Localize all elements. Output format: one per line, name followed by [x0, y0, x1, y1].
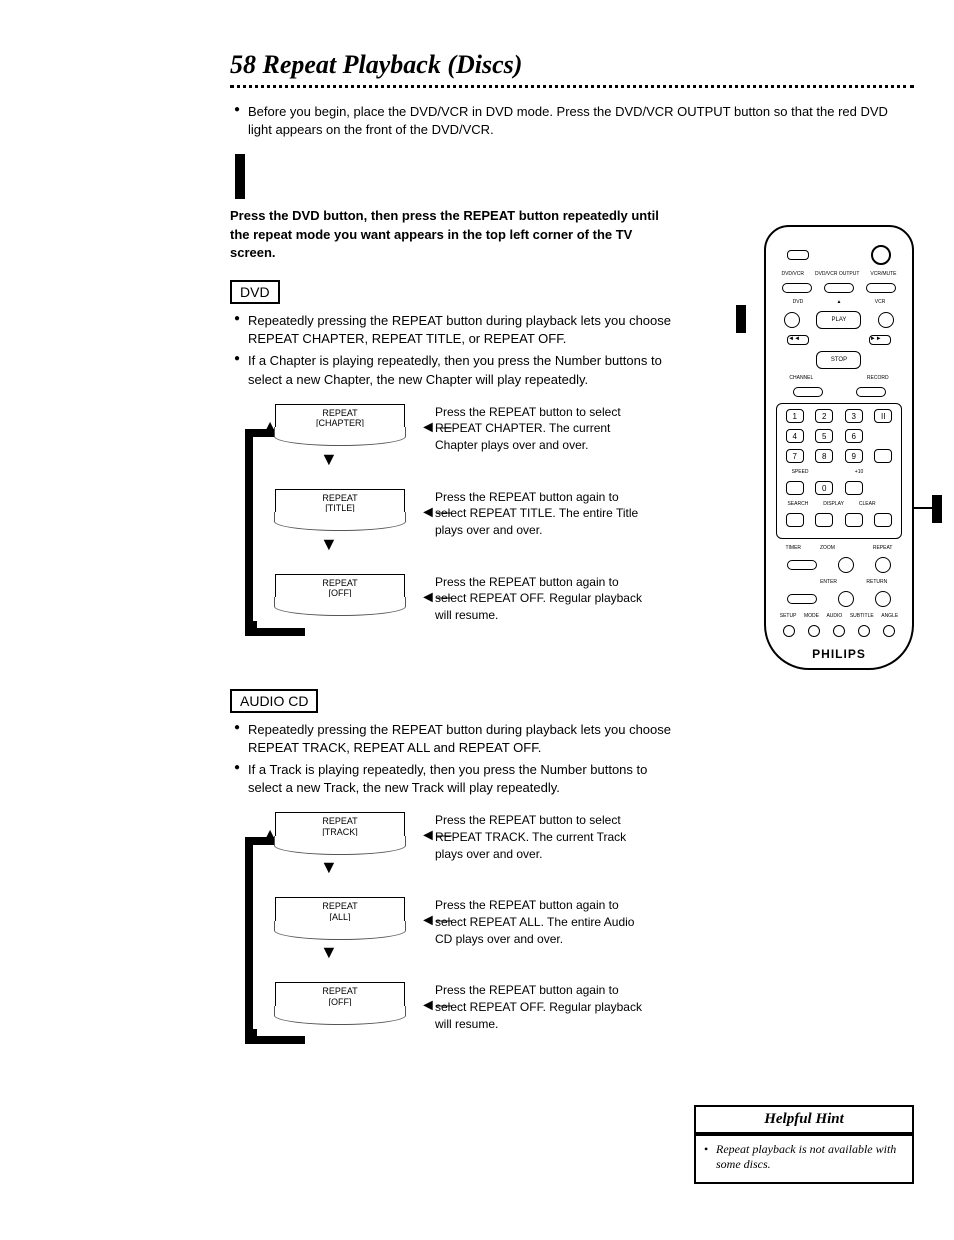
step-bar [235, 154, 245, 199]
arrow-left-icon: ◄— [420, 419, 452, 437]
list-item: Repeatedly pressing the REPEAT button du… [248, 721, 680, 757]
list-item: Repeatedly pressing the REPEAT button du… [248, 312, 680, 348]
audio-section-label: AUDIO CD [230, 689, 318, 713]
remote-control-diagram: DVD/VCRDVD/VCR OUTPUTVCR/MUTE DVD▲VCR PL… [764, 225, 914, 670]
list-item: If a Chapter is playing repeatedly, then… [248, 352, 680, 388]
main-instruction: Press the DVD button, then press the REP… [230, 207, 660, 262]
flow-text: Press the REPEAT button to select REPEAT… [435, 404, 645, 454]
flow-text: Press the REPEAT button to select REPEAT… [435, 812, 645, 862]
callout-line [912, 507, 934, 509]
arrow-left-icon: ◄— [420, 589, 452, 607]
dvd-bullets: Repeatedly pressing the REPEAT button du… [230, 312, 680, 389]
audio-flow-diagram: REPEAT [TRACK] ◄— Press the REPEAT butto… [250, 812, 700, 1072]
dvd-flow-diagram: REPEAT [CHAPTER] ◄— Press the REPEAT but… [250, 404, 700, 664]
hint-body: Repeat playback is not available with so… [696, 1136, 912, 1182]
page-title: 58 Repeat Playback (Discs) [230, 50, 914, 80]
arrow-down-icon: ▼ [320, 942, 338, 963]
audio-bullets: Repeatedly pressing the REPEAT button du… [230, 721, 680, 798]
intro-text: Before you begin, place the DVD/VCR in D… [248, 103, 914, 139]
flow-text: Press the REPEAT button again to select … [435, 897, 645, 947]
flow-text: Press the REPEAT button again to select … [435, 489, 645, 539]
arrow-left-icon: ◄— [420, 827, 452, 845]
flow-text: Press the REPEAT button again to select … [435, 982, 645, 1032]
remote-brand: PHILIPS [776, 647, 902, 661]
remote-keypad: 123II 456 789 SPEED+10 0 SEARCHDISPLAYCL… [776, 403, 902, 539]
arrow-down-icon: ▼ [320, 534, 338, 555]
flow-box: REPEAT [CHAPTER] [275, 404, 405, 433]
flow-box: REPEAT [TRACK] [275, 812, 405, 841]
arrow-left-icon: ◄— [420, 504, 452, 522]
arrow-down-icon: ▼ [320, 857, 338, 878]
arrow-left-icon: ◄— [420, 912, 452, 930]
flow-box: REPEAT [OFF] [275, 574, 405, 603]
page-title-text: Repeat Playback (Discs) [263, 50, 523, 79]
arrow-down-icon: ▼ [320, 449, 338, 470]
flow-box: REPEAT [ALL] [275, 897, 405, 926]
dvd-section-label: DVD [230, 280, 280, 304]
flow-box: REPEAT [OFF] [275, 982, 405, 1011]
arrow-left-icon: ◄— [420, 997, 452, 1015]
callout-bar [932, 495, 942, 523]
hint-title: Helpful Hint [696, 1107, 912, 1136]
dotted-rule [230, 85, 914, 88]
callout-bar [736, 305, 746, 333]
list-item: If a Track is playing repeatedly, then y… [248, 761, 680, 797]
flow-text: Press the REPEAT button again to select … [435, 574, 645, 624]
page-number: 58 [230, 50, 256, 79]
helpful-hint-box: Helpful Hint Repeat playback is not avai… [694, 1105, 914, 1184]
flow-box: REPEAT [TITLE] [275, 489, 405, 518]
